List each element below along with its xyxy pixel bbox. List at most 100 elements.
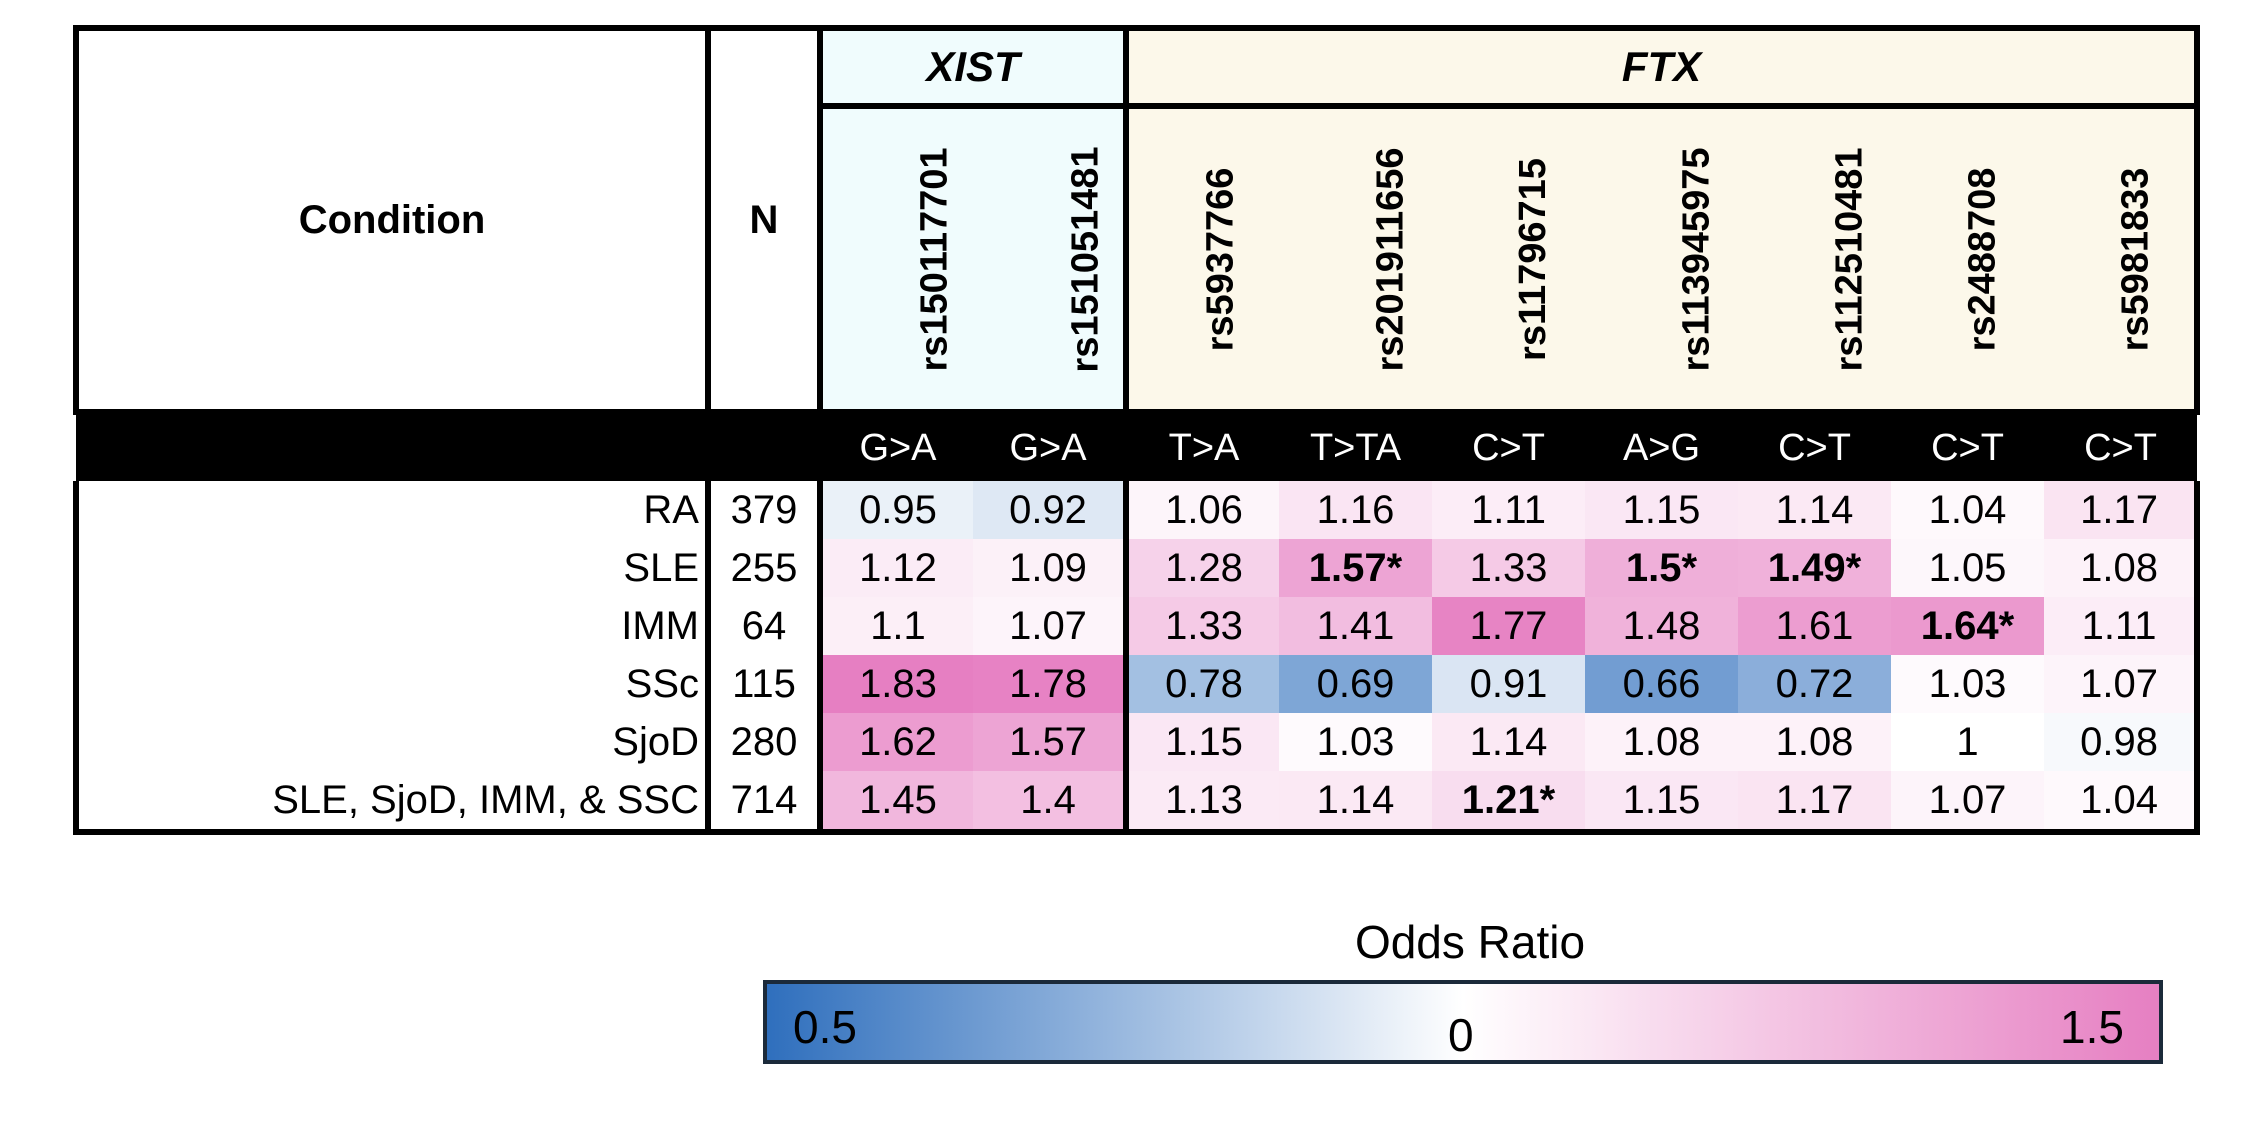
snp-header-5: rs113945975: [1585, 106, 1739, 415]
heatmap-cell: 1.06: [1123, 481, 1280, 539]
legend-min-label: 0.5: [793, 1001, 857, 1053]
snp-label: rs151051481: [1064, 145, 1107, 373]
heatmap-cell: 1: [1891, 713, 2045, 771]
heatmap-cell: 0.95: [817, 481, 973, 539]
heatmap-cell: 1.04: [1891, 481, 2045, 539]
heatmap-cell: 1.15: [1123, 713, 1280, 771]
heatmap-cell: 1.08: [1738, 713, 1892, 771]
row-n-value: 115: [708, 655, 823, 713]
snp-label: rs113945975: [1675, 146, 1718, 372]
allele-label: T>A: [1123, 412, 1280, 481]
allele-row-blank: [708, 412, 820, 481]
snp-header-3: rs201911656: [1279, 106, 1433, 415]
snp-header-4: rs11796715: [1432, 106, 1586, 415]
heatmap-cell: 1.48: [1585, 597, 1739, 655]
heatmap-cell: 1.03: [1279, 713, 1433, 771]
heatmap-cell: 1.15: [1585, 481, 1739, 539]
snp-header-2: rs5937766: [1123, 106, 1280, 415]
heatmap-cell: 0.72: [1738, 655, 1892, 713]
heatmap-cell: 1.14: [1279, 771, 1433, 835]
table-body: Condition N XIST FTX rs150117701 rs151051…: [73, 25, 2201, 835]
table-row: IMM 64 1.1 1.07 1.33 1.41 1.77 1.48 1.61 1.64* 1.1…: [73, 597, 2201, 655]
snp-label: rs150117701: [913, 146, 956, 372]
row-condition-label: IMM: [73, 597, 711, 655]
heatmap-cell: 1.11: [1432, 481, 1586, 539]
heatmap-cell: 1.14: [1738, 481, 1892, 539]
snp-header-7: rs2488708: [1891, 106, 2045, 415]
heatmap-cell: 1.64*: [1891, 597, 2045, 655]
legend-max-label: 1.5: [2060, 1001, 2124, 1053]
heatmap-cell: 1.33: [1432, 539, 1586, 597]
allele-row-blank: [76, 412, 708, 481]
allele-label: C>T: [2044, 412, 2198, 481]
snp-label: rs201911656: [1369, 146, 1412, 372]
row-n-value: 255: [708, 539, 823, 597]
snp-header-0: rs150117701: [817, 106, 973, 415]
group-header-ftx: FTX: [1123, 25, 2201, 109]
heatmap-cell: 1.1: [817, 597, 973, 655]
heatmap-cell: 1.14: [1432, 713, 1586, 771]
n-header: N: [705, 25, 823, 415]
snp-header-row: rs150117701 rs151051481 rs5937766 rs2019116…: [76, 106, 2201, 415]
heatmap-cell: 1.03: [1891, 655, 2045, 713]
table-row: RA 379 0.95 0.92 1.06 1.16 1.11 1.15 1.14 1.04 1.1…: [73, 481, 2201, 539]
table-row: SLE, SjoD, IMM, & SSC 714 1.45 1.4 1.13 1.14 1…: [73, 771, 2201, 835]
snp-label: rs5937766: [1199, 167, 1242, 351]
heatmap-cell: 1.05: [1891, 539, 2045, 597]
row-n-value: 714: [708, 771, 823, 835]
legend-mid-label: 0: [1448, 1009, 1474, 1061]
heatmap-cell: 1.12: [817, 539, 973, 597]
heatmap-cell: 1.45: [817, 771, 973, 835]
heatmap-cell: 1.11: [2044, 597, 2201, 655]
heatmap-cell: 1.78: [973, 655, 1127, 713]
legend-colorbar: [763, 980, 2163, 1064]
heatmap-cell: 1.77: [1432, 597, 1586, 655]
row-condition-label: SSc: [73, 655, 711, 713]
row-condition-label: SjoD: [73, 713, 711, 771]
heatmap-cell: 1.15: [1585, 771, 1739, 835]
heatmap-cell: 1.17: [2044, 481, 2201, 539]
heatmap-cell: 1.21*: [1432, 771, 1586, 835]
snp-label: rs2488708: [1961, 167, 2004, 351]
allele-row: G>A G>A T>A T>TA C>T A>G C>T C>T C>T: [76, 412, 2198, 481]
heatmap-cell: 1.61: [1738, 597, 1892, 655]
odds-ratio-heatmap-table: Condition N XIST FTX rs150117701 rs151051…: [73, 25, 2201, 835]
table-row: SSc 115 1.83 1.78 0.78 0.69 0.91 0.66 0.72 1.03 1.…: [73, 655, 2201, 713]
row-n-value: 280: [708, 713, 823, 771]
legend-title: Odds Ratio: [1354, 916, 1586, 968]
heatmap-cell: 1.16: [1279, 481, 1433, 539]
heatmap-cell: 1.62: [817, 713, 973, 771]
allele-label: C>T: [1738, 412, 1892, 481]
snp-header-8: rs5981833: [2044, 106, 2201, 415]
heatmap-cell: 1.08: [2044, 539, 2201, 597]
heatmap-cell: 1.07: [973, 597, 1127, 655]
heatmap-cell: 1.04: [2044, 771, 2201, 835]
heatmap-cell: 1.08: [1585, 713, 1739, 771]
heatmap-cell: 1.28: [1123, 539, 1280, 597]
row-condition-label: SLE: [73, 539, 711, 597]
allele-label: G>A: [817, 412, 973, 481]
snp-label: rs5981833: [2114, 167, 2157, 351]
group-header-xist: XIST: [816, 25, 1130, 109]
heatmap-cell: 1.57: [973, 713, 1127, 771]
heatmap-cell: 1.4: [973, 771, 1127, 835]
heatmap-cell: 0.98: [2044, 713, 2201, 771]
allele-label: C>T: [1891, 412, 2045, 481]
snp-header-1: rs151051481: [973, 106, 1130, 415]
allele-label: A>G: [1585, 412, 1739, 481]
heatmap-cell: 1.07: [1891, 771, 2045, 835]
heatmap-cell: 0.66: [1585, 655, 1739, 713]
heatmap-cell: 0.92: [973, 481, 1127, 539]
heatmap-cell: 1.33: [1123, 597, 1280, 655]
heatmap-cell: 1.17: [1738, 771, 1892, 835]
heatmap-cell: 0.69: [1279, 655, 1433, 713]
row-condition-label: SLE, SjoD, IMM, & SSC: [73, 771, 711, 835]
condition-header: Condition: [73, 25, 711, 415]
heatmap-cell: 1.13: [1123, 771, 1280, 835]
row-n-value: 379: [708, 481, 823, 539]
snp-label: rs11796715: [1511, 157, 1554, 361]
table-row: SjoD 280 1.62 1.57 1.15 1.03 1.14 1.08 1.08 1 0.98: [73, 713, 2201, 771]
heatmap-cell: 0.78: [1123, 655, 1280, 713]
heatmap-cell: 1.07: [2044, 655, 2201, 713]
heatmap-cell: 1.41: [1279, 597, 1433, 655]
